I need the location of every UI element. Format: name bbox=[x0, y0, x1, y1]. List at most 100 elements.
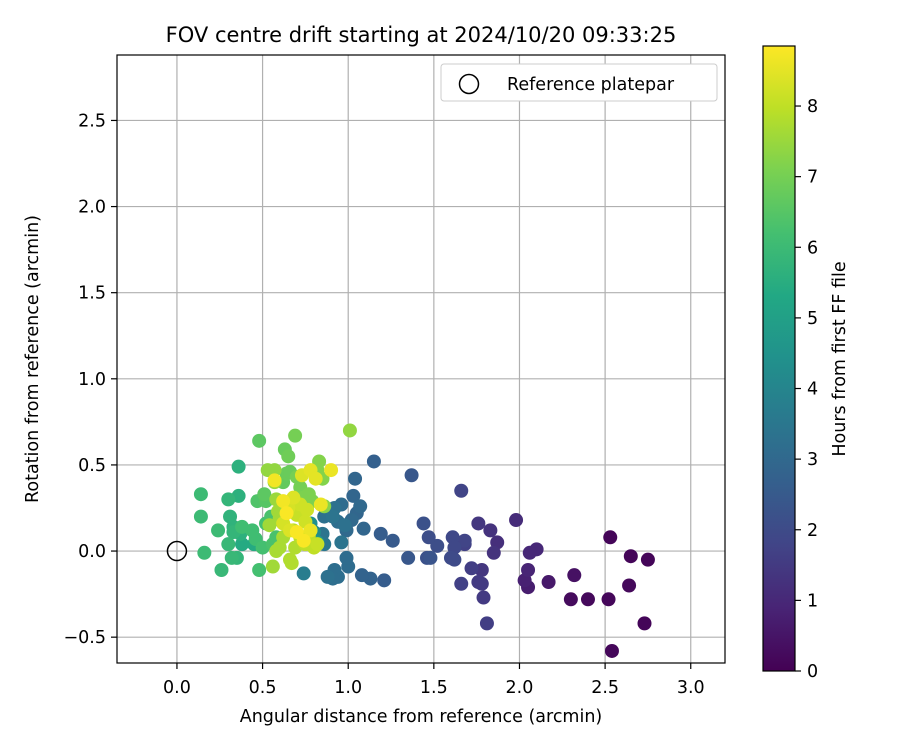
data-point bbox=[334, 535, 349, 550]
colorbar-tick-label: 2 bbox=[807, 521, 818, 541]
data-point bbox=[267, 473, 282, 488]
data-point bbox=[474, 576, 489, 591]
data-point bbox=[447, 552, 462, 567]
data-point bbox=[474, 562, 489, 577]
data-point bbox=[404, 468, 419, 483]
data-point bbox=[580, 592, 595, 607]
y-tick-label: 0.5 bbox=[78, 456, 106, 476]
y-tick-label: 1.0 bbox=[78, 370, 106, 390]
legend: Reference platepar bbox=[440, 63, 718, 102]
colorbar-label: Hours from first FF file bbox=[830, 261, 850, 456]
data-point bbox=[421, 530, 436, 545]
data-point bbox=[296, 566, 311, 581]
data-point bbox=[313, 497, 328, 512]
colorbar-tick-label: 0 bbox=[807, 662, 818, 682]
x-tick-label: 2.5 bbox=[591, 678, 619, 698]
y-tick-label: 2.0 bbox=[78, 198, 106, 218]
data-point bbox=[522, 545, 537, 560]
data-point bbox=[224, 550, 239, 565]
reference-platepar-marker bbox=[166, 540, 188, 562]
data-point bbox=[235, 537, 250, 552]
data-point bbox=[260, 463, 275, 478]
data-point bbox=[601, 592, 616, 607]
data-point bbox=[324, 463, 339, 478]
y-axis-ticks: −0.5 0.0 0.5 1.0 1.5 2.0 2.5 bbox=[64, 111, 117, 648]
data-point bbox=[416, 516, 431, 531]
data-point bbox=[623, 549, 638, 564]
y-tick-label: 1.5 bbox=[78, 284, 106, 304]
data-point bbox=[563, 592, 578, 607]
data-point bbox=[354, 568, 369, 583]
legend-marker bbox=[458, 73, 480, 95]
data-point bbox=[284, 556, 299, 571]
data-point bbox=[521, 562, 536, 577]
legend-label: Reference platepar bbox=[507, 75, 675, 95]
data-point bbox=[454, 483, 469, 498]
data-point bbox=[604, 643, 619, 658]
data-point bbox=[325, 509, 340, 524]
data-point bbox=[423, 550, 438, 565]
colorbar-tick-label: 4 bbox=[807, 380, 818, 400]
data-point bbox=[471, 516, 486, 531]
colorbar-tick-label: 3 bbox=[807, 450, 818, 470]
data-point bbox=[622, 578, 637, 593]
colorbar-gradient bbox=[762, 45, 796, 672]
data-point bbox=[303, 523, 318, 538]
x-tick-label: 1.0 bbox=[334, 678, 362, 698]
y-tick-label: 0.0 bbox=[78, 542, 106, 562]
data-point bbox=[640, 552, 655, 567]
data-point bbox=[454, 576, 469, 591]
colorbar-tick-label: 8 bbox=[807, 97, 818, 117]
data-point bbox=[348, 471, 363, 486]
data-point bbox=[366, 454, 381, 469]
data-point bbox=[445, 530, 460, 545]
data-point bbox=[308, 471, 323, 486]
data-point bbox=[385, 533, 400, 548]
colorbar-tick-label: 6 bbox=[807, 238, 818, 258]
data-point bbox=[346, 488, 361, 503]
colorbar-tick-label: 1 bbox=[807, 591, 818, 611]
data-points bbox=[193, 423, 655, 658]
data-point bbox=[289, 525, 304, 540]
grid-lines bbox=[117, 55, 725, 663]
y-tick-label: −0.5 bbox=[64, 628, 107, 648]
x-axis-label: Angular distance from reference (arcmin) bbox=[240, 707, 603, 727]
data-point bbox=[401, 550, 416, 565]
data-point bbox=[265, 559, 280, 574]
chart-title: FOV centre drift starting at 2024/10/20 … bbox=[166, 23, 677, 47]
data-point bbox=[279, 506, 294, 521]
data-point bbox=[193, 487, 208, 502]
data-point bbox=[281, 449, 296, 464]
data-point bbox=[603, 530, 618, 545]
data-point bbox=[476, 590, 491, 605]
colorbar-tick-label: 5 bbox=[807, 309, 818, 329]
data-point bbox=[257, 487, 272, 502]
x-tick-label: 2.0 bbox=[506, 678, 534, 698]
data-point bbox=[337, 518, 352, 533]
data-point bbox=[288, 428, 303, 443]
data-point bbox=[486, 545, 501, 560]
x-tick-label: 0.0 bbox=[163, 678, 191, 698]
data-point bbox=[509, 513, 524, 528]
data-point bbox=[252, 562, 267, 577]
legend-box bbox=[440, 63, 718, 102]
data-point bbox=[457, 533, 472, 548]
data-point bbox=[483, 523, 498, 538]
x-tick-label: 3.0 bbox=[677, 678, 705, 698]
data-point bbox=[353, 499, 368, 514]
data-point bbox=[231, 459, 246, 474]
data-point bbox=[252, 433, 267, 448]
data-point bbox=[356, 521, 371, 536]
data-point bbox=[339, 550, 354, 565]
data-point bbox=[377, 573, 392, 588]
colorbar-tick-label: 7 bbox=[807, 168, 818, 188]
data-point bbox=[276, 494, 291, 509]
data-point bbox=[479, 616, 494, 631]
x-axis-ticks: 0.0 0.5 1.0 1.5 2.0 2.5 3.0 bbox=[163, 663, 705, 698]
data-point bbox=[320, 569, 335, 584]
data-point bbox=[262, 518, 277, 533]
data-point bbox=[197, 545, 212, 560]
data-point bbox=[342, 423, 357, 438]
data-point bbox=[430, 538, 445, 553]
